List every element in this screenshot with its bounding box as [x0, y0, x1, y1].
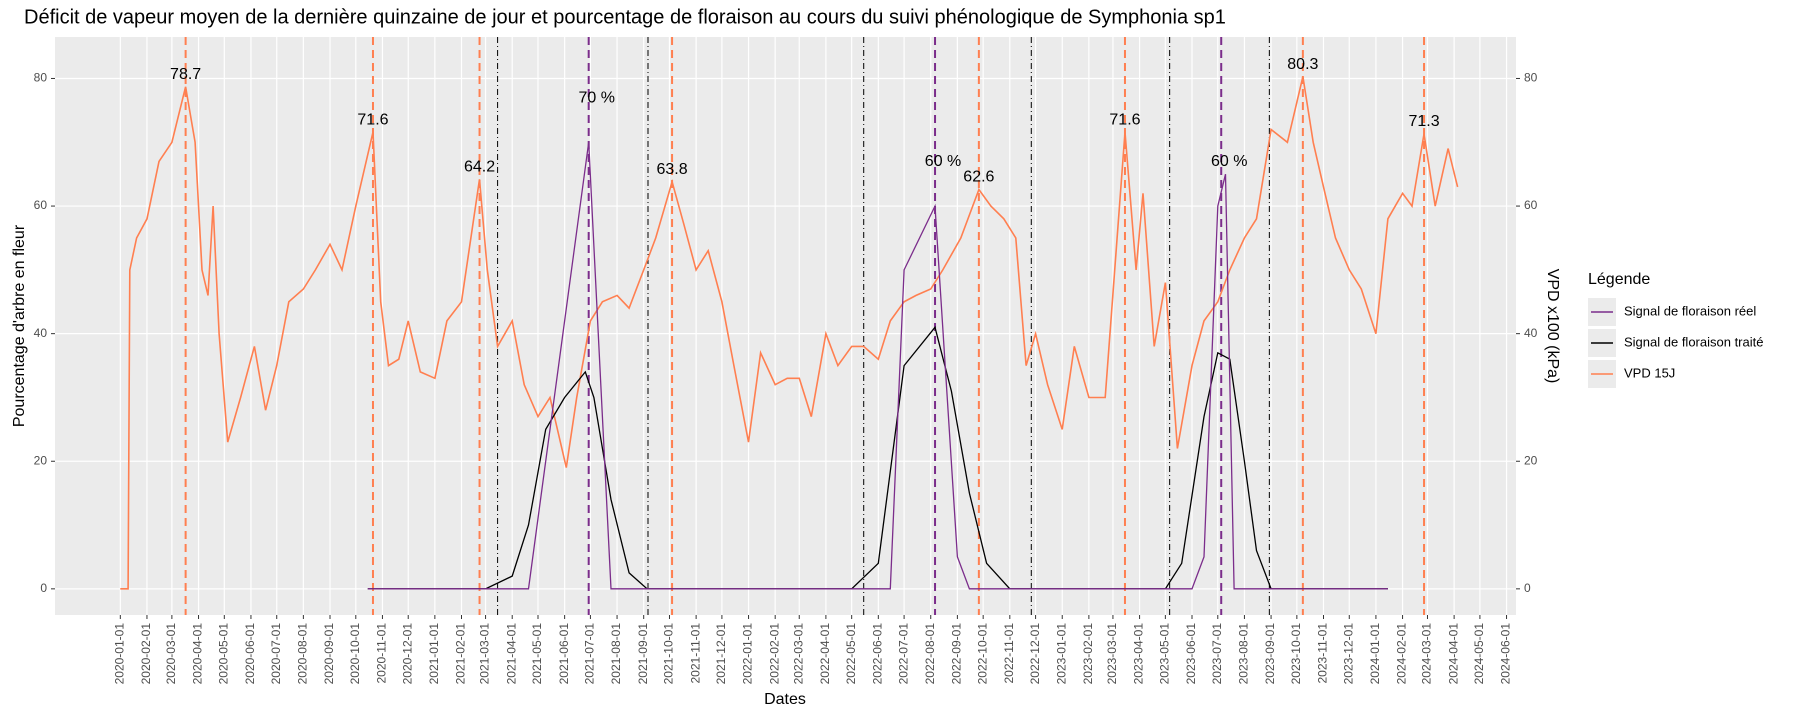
x-tick-label: 2024-01-01	[1368, 623, 1382, 685]
series-line	[367, 142, 1388, 590]
legend-label: Signal de floraison traité	[1624, 334, 1763, 349]
x-tick-label: 2020-09-01	[322, 623, 336, 685]
x-tick-label: 2023-05-01	[1158, 623, 1172, 685]
x-tick-label: 2022-01-01	[741, 623, 755, 685]
x-tick-label: 2021-05-01	[530, 623, 544, 685]
x-tick-label: 2021-01-01	[427, 623, 441, 685]
x-tick-label: 2021-11-01	[688, 623, 702, 684]
x-tick-label: 2022-02-01	[767, 623, 781, 685]
legend-title: Légende	[1588, 271, 1650, 288]
x-tick-label: 2020-05-01	[216, 623, 230, 685]
x-tick-label: 2024-06-01	[1499, 623, 1513, 685]
x-tick-label: 2023-10-01	[1289, 623, 1303, 685]
y-tick-label: 20	[34, 453, 48, 467]
x-tick-label: 2023-06-01	[1184, 623, 1198, 685]
x-tick-label: 2020-08-01	[296, 623, 310, 685]
vpd-peak-label: 71.6	[1109, 111, 1140, 128]
x-tick-label: 2024-02-01	[1395, 623, 1409, 685]
x-tick-label: 2022-04-01	[818, 623, 832, 685]
panel	[55, 37, 1516, 615]
x-tick-label: 2021-10-01	[662, 623, 676, 685]
x-tick-label: 2021-03-01	[478, 623, 492, 685]
chart-title: Déficit de vapeur moyen de la dernière q…	[24, 6, 1226, 28]
x-tick-label: 2021-02-01	[454, 623, 468, 685]
x-tick-label: 2023-01-01	[1054, 623, 1068, 685]
y-axis-title: Pourcentage d'arbre en fleur	[11, 224, 28, 427]
y2-tick-label: 0	[1524, 581, 1531, 595]
x-tick-label: 2022-07-01	[896, 623, 910, 685]
x-tick-label: 2020-02-01	[139, 623, 153, 685]
x-axis-title: Dates	[764, 691, 806, 708]
x-tick-label: 2021-06-01	[557, 623, 571, 685]
x-tick-label: 2022-09-01	[950, 623, 964, 685]
x-tick-label: 2020-07-01	[269, 623, 283, 685]
x-tick-label: 2020-06-01	[243, 623, 257, 685]
x-tick-label: 2022-11-01	[1002, 623, 1016, 684]
x-tick-label: 2023-03-01	[1105, 623, 1119, 685]
x-tick-label: 2021-04-01	[504, 623, 518, 685]
y-tick-label: 80	[34, 71, 48, 85]
legend-label: VPD 15J	[1624, 365, 1675, 380]
y2-tick-label: 80	[1524, 71, 1538, 85]
x-tick-label: 2023-07-01	[1210, 623, 1224, 685]
x-tick-label: 2020-11-01	[375, 623, 389, 684]
x-tick-label: 2022-03-01	[791, 623, 805, 685]
x-tick-label: 2022-10-01	[975, 623, 989, 685]
vpd-peak-label: 64.2	[464, 158, 495, 175]
x-tick-label: 2024-05-01	[1472, 623, 1486, 685]
x-tick-label: 2021-12-01	[714, 623, 728, 685]
x-tick-label: 2022-12-01	[1028, 623, 1042, 685]
vpd-peak-label: 80.3	[1287, 56, 1318, 73]
x-tick-label: 2023-02-01	[1081, 623, 1095, 685]
y-tick-label: 60	[34, 198, 48, 212]
x-tick-label: 2022-08-01	[923, 623, 937, 685]
x-tick-label: 2023-11-01	[1316, 623, 1330, 684]
y2-tick-label: 60	[1524, 198, 1538, 212]
x-tick-label: 2021-07-01	[583, 623, 597, 685]
vpd-peak-label: 78.7	[170, 66, 201, 83]
flowering-peak-label: 60 %	[1211, 153, 1247, 170]
x-tick-label: 2024-04-01	[1446, 623, 1460, 685]
legend-label: Signal de floraison réel	[1624, 303, 1756, 318]
y2-tick-label: 20	[1524, 453, 1538, 467]
x-tick-label: 2023-04-01	[1132, 623, 1146, 685]
y-tick-label: 40	[34, 326, 48, 340]
x-tick-label: 2024-03-01	[1420, 623, 1434, 685]
x-tick-label: 2021-09-01	[636, 623, 650, 685]
x-tick-label: 2020-10-01	[348, 623, 362, 685]
series-line	[367, 325, 1388, 590]
x-tick-label: 2022-05-01	[844, 623, 858, 685]
x-tick-label: 2022-06-01	[870, 623, 884, 685]
flowering-peak-label: 60 %	[925, 153, 961, 170]
vpd-peak-label: 71.6	[357, 111, 388, 128]
x-tick-label: 2020-01-01	[112, 623, 126, 685]
x-tick-label: 2020-04-01	[191, 623, 205, 685]
vpd-peak-label: 62.6	[963, 169, 994, 186]
x-tick-label: 2021-08-01	[609, 623, 623, 685]
y2-axis-title: VPD x100 (kPa)	[1544, 269, 1561, 384]
flowering-peak-label: 70 %	[578, 89, 614, 106]
y2-tick-label: 40	[1524, 326, 1538, 340]
vpd-peak-label: 71.3	[1408, 113, 1439, 130]
x-tick-label: 2023-09-01	[1263, 623, 1277, 685]
x-tick-label: 2023-12-01	[1341, 623, 1355, 685]
x-tick-label: 2023-08-01	[1237, 623, 1251, 685]
x-tick-label: 2020-03-01	[164, 623, 178, 685]
vpd-peak-label: 63.8	[656, 161, 687, 178]
x-tick-label: 2020-12-01	[400, 623, 414, 685]
y-tick-label: 0	[40, 581, 47, 595]
